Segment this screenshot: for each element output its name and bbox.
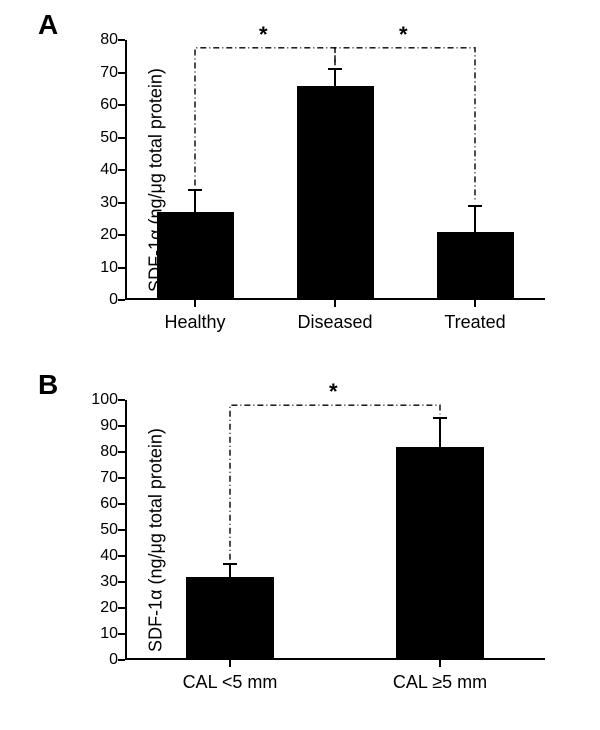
significance-bracket [30,370,570,710]
significance-star: * [399,22,408,48]
significance-bracket [30,10,570,350]
panel-b: B SDF-1α (ng/μg total protein) 010203040… [30,370,570,710]
panel-a: A SDF-1α (ng/μg total protein) 010203040… [30,10,570,350]
significance-star: * [329,379,338,405]
